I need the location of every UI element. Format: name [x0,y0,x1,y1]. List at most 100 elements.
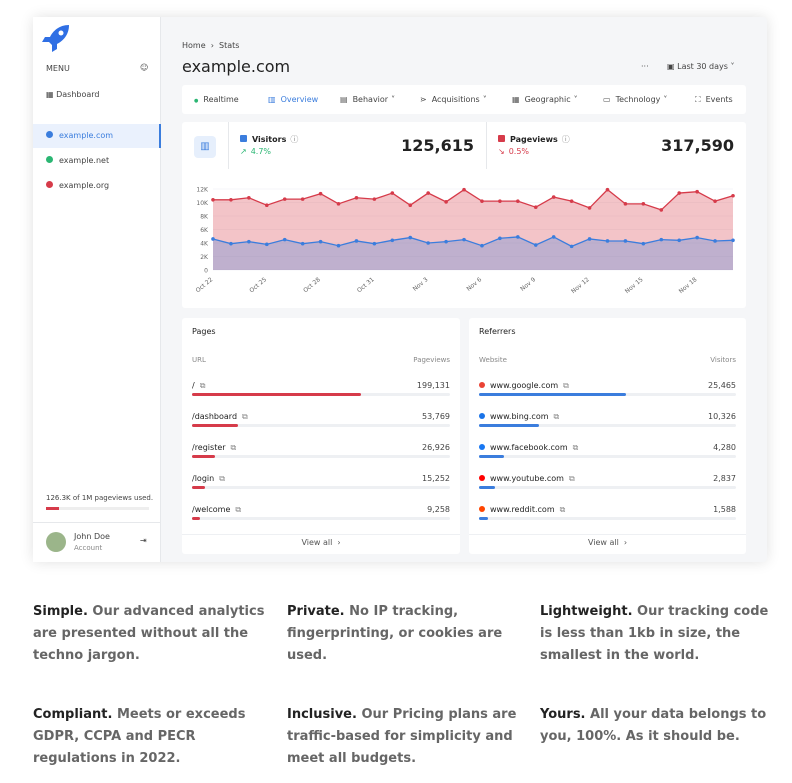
site-link[interactable]: example.net [46,156,109,165]
nav-icon: ● [194,98,199,104]
nav-tab[interactable]: ▦ Geographic ˅ [512,95,578,104]
bar-track [192,455,450,458]
x-tick-label: Oct 31 [356,276,376,294]
nav-text: Overview [280,95,319,104]
nav-text: Technology [615,95,661,104]
nav-tab[interactable]: ▭ Technology ˅ [603,95,667,104]
point [408,203,413,207]
row-value: 26,926 [422,443,450,452]
link-icon: ⧉ [199,381,206,390]
x-tick-label: Oct 28 [302,276,322,294]
site-icon [46,131,53,138]
sidebar: MENU ☺ ▦ Dashboard 126.3K of 1M pageview… [33,17,161,562]
bar [479,455,504,458]
nav-tab[interactable]: ▤ Behavior ˅ [340,95,395,104]
site-link[interactable]: example.com [46,131,113,140]
site-title: example.com [182,57,291,76]
legend-swatch [240,135,247,142]
x-tick-label: Nov 3 [412,276,430,293]
point [695,189,699,194]
point [336,243,341,248]
nav-tab[interactable]: ▥ Overview [268,95,318,104]
site-icon [479,382,485,388]
pages-card: Pages URL Pageviews / ⧉ 199,131/dashboard ⧉ 53,… [182,318,460,554]
point [516,199,520,203]
table-row[interactable]: www.facebook.com ⧉ 4,280 [479,443,736,463]
point [516,235,520,239]
point [390,238,395,243]
divider [182,534,460,535]
active-site-bg [33,124,161,148]
row-label: /welcome ⧉ [192,505,241,515]
crumb[interactable]: Home [182,41,206,50]
table-row[interactable]: /login ⧉ 15,252 [192,474,450,494]
table-row[interactable]: www.bing.com ⧉ 10,326 [479,412,736,432]
row-label: www.google.com ⧉ [479,381,569,391]
nav-tab[interactable]: ⋗ Acquisitions ˅ [420,95,487,104]
area [213,236,733,270]
y-tick-label: 10K [196,200,209,207]
row-label: www.youtube.com ⧉ [479,474,575,484]
chevron: › [623,538,628,547]
table-row[interactable]: /welcome ⧉ 9,258 [192,505,450,525]
point [282,237,287,242]
usage-track [46,507,149,510]
table-row[interactable]: www.google.com ⧉ 25,465 [479,381,736,401]
bar [192,517,200,520]
table-row[interactable]: www.youtube.com ⧉ 2,837 [479,474,736,494]
referrers-card: Referrers Website Visitors www.google.com ⧉ 2… [469,318,746,554]
more-menu[interactable]: ··· [641,62,649,71]
link-icon: ⧉ [568,474,575,483]
point [408,235,413,240]
nav-tab[interactable]: ● Realtime [194,95,239,104]
dashboard-link[interactable]: ▦ Dashboard [46,90,100,99]
user-name: John Doe [74,532,110,541]
link-icon: ⧉ [230,443,237,452]
point [569,199,574,203]
view-all-text: View all [301,538,333,547]
view-all[interactable]: View all › [469,538,746,547]
logout[interactable]: ⇥ [140,536,147,545]
crumb: Stats [219,41,240,50]
bar-track [192,517,450,520]
chevron: › [337,538,341,547]
table-row[interactable]: www.reddit.com ⧉ 1,588 [479,505,736,525]
range-picker[interactable]: ▣ Last 30 days ˅ [667,62,735,71]
feature-title: Inclusive. [287,707,357,722]
feature-text: Meets or exceeds GDPR, CCPA and PECR reg… [33,707,246,766]
site-name: example.com [59,131,114,140]
feature: Private. No IP tracking, fingerprinting,… [287,601,522,667]
stats-card: ▥ 0 2K 4K 6K 8K 10K 12K Oct 22 Oct 25 Oct 28 Oct 3… [182,122,746,308]
feature: Simple. Our advanced analytics are prese… [33,601,268,667]
table-row[interactable]: /register ⧉ 26,926 [192,443,450,463]
point [587,206,592,210]
nav-tab[interactable]: ⛶ Events [695,95,733,105]
point [605,239,610,243]
point [462,187,466,192]
trend-icon: ↘ [498,147,505,156]
col-header: Website [479,356,507,364]
point [533,205,538,210]
feature-text: Our tracking code is less than 1kb in si… [540,604,769,663]
point [641,241,646,246]
bar [192,455,215,458]
stat-total: 125,615 [401,136,474,155]
nav-icon: ▦ [512,95,520,104]
point [498,236,502,241]
bar [192,486,205,489]
table-row[interactable]: / ⧉ 199,131 [192,381,450,401]
point [336,202,341,206]
col-header: Pageviews [413,356,450,364]
row-value: 10,326 [708,412,736,421]
row-value: 53,769 [422,412,450,421]
site-link[interactable]: example.org [46,181,109,190]
table-row[interactable]: /dashboard ⧉ 53,769 [192,412,450,432]
theme-icon[interactable]: ☺ [140,63,149,72]
bar [479,424,539,427]
point [444,200,448,204]
row-text: www.youtube.com [490,474,564,483]
row-value: 4,280 [713,443,736,452]
point [318,239,323,244]
view-all[interactable]: View all › [182,538,460,547]
point [426,241,430,245]
